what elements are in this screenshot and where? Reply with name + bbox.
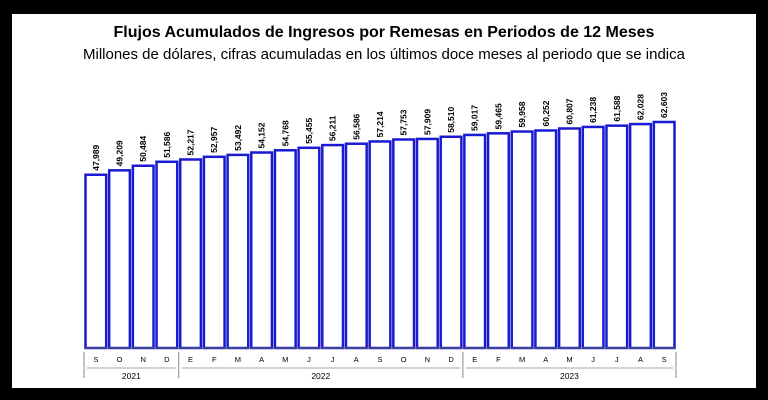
x-tick-label: F — [212, 355, 217, 364]
x-tick-label: D — [448, 355, 454, 364]
bar — [605, 124, 629, 350]
data-label: 54,768 — [280, 120, 290, 146]
bar — [557, 127, 582, 350]
x-tick-label: J — [307, 355, 311, 364]
data-label: 54,152 — [257, 122, 267, 148]
x-tick-label: E — [188, 355, 193, 364]
bar-chart: 47,989 S 49,209 O 50,484 N 51,586 D 52,217 E 52,95… — [83, 92, 677, 381]
x-tick-label: A — [259, 355, 264, 364]
bar — [439, 135, 463, 350]
x-tick-label: N — [140, 355, 145, 364]
year-label: 2023 — [560, 371, 579, 381]
x-tick-label: J — [615, 355, 619, 364]
bar — [202, 155, 226, 350]
x-tick-label: M — [282, 355, 288, 364]
bar — [628, 122, 653, 350]
bar — [131, 164, 155, 350]
chart-frame: Flujos Acumulados de Ingresos por Remesa… — [12, 14, 756, 388]
x-tick-label: A — [543, 355, 548, 364]
x-tick-label: M — [235, 355, 241, 364]
data-label: 47,989 — [91, 144, 101, 170]
data-label: 57,909 — [422, 109, 432, 135]
data-label: 49,209 — [115, 140, 125, 166]
chart-subtitle: Millones de dólares, cifras acumuladas e… — [83, 46, 685, 63]
data-label: 53,492 — [233, 125, 243, 151]
bar — [368, 140, 392, 350]
data-label: 62,603 — [659, 92, 669, 118]
data-label: 62,028 — [635, 94, 645, 120]
x-tick-label: J — [331, 355, 335, 364]
data-label: 51,586 — [162, 132, 172, 158]
x-tick-label: S — [377, 355, 382, 364]
data-label: 57,214 — [375, 111, 385, 137]
data-label: 56,586 — [351, 113, 361, 139]
x-tick-label: F — [496, 355, 501, 364]
year-label: 2022 — [311, 371, 330, 381]
bar — [652, 120, 676, 350]
bar — [178, 158, 203, 350]
x-tick-label: S — [93, 355, 98, 364]
data-label: 58,510 — [446, 107, 456, 133]
bar — [273, 149, 297, 350]
bar — [250, 151, 274, 350]
x-tick-label: S — [662, 355, 667, 364]
data-label: 50,484 — [138, 135, 148, 161]
bar — [415, 137, 439, 350]
year-label: 2021 — [122, 371, 141, 381]
bar — [321, 143, 345, 350]
data-label: 59,958 — [517, 101, 527, 127]
x-tick-label: J — [591, 355, 595, 364]
x-tick-label: A — [638, 355, 643, 364]
data-label: 60,807 — [564, 98, 574, 124]
data-label: 60,252 — [541, 100, 551, 126]
data-label: 61,238 — [588, 97, 598, 123]
bar — [392, 138, 416, 350]
data-label: 59,465 — [493, 103, 503, 129]
data-label: 57,753 — [399, 109, 409, 135]
bar — [463, 133, 487, 350]
x-tick-label: O — [117, 355, 123, 364]
data-label: 61,588 — [612, 95, 622, 121]
bar — [581, 125, 605, 350]
x-tick-label: M — [566, 355, 572, 364]
data-label: 55,455 — [304, 118, 314, 144]
x-tick-label: O — [401, 355, 407, 364]
x-tick-label: A — [354, 355, 359, 364]
bar — [344, 142, 368, 350]
bar — [107, 169, 132, 350]
data-label: 52,957 — [209, 127, 219, 153]
data-label: 59,017 — [470, 105, 480, 131]
bar — [84, 173, 108, 350]
data-label: 52,217 — [186, 129, 196, 155]
x-tick-label: M — [519, 355, 525, 364]
bar — [510, 130, 534, 350]
x-tick-label: D — [164, 355, 170, 364]
x-tick-label: E — [472, 355, 477, 364]
bar — [297, 146, 321, 350]
bar — [155, 160, 179, 350]
bar — [226, 153, 250, 350]
bar — [486, 132, 510, 350]
chart-title: Flujos Acumulados de Ingresos por Remesa… — [113, 24, 655, 41]
x-tick-label: N — [425, 355, 430, 364]
bar — [534, 129, 558, 350]
data-label: 56,211 — [328, 115, 338, 141]
